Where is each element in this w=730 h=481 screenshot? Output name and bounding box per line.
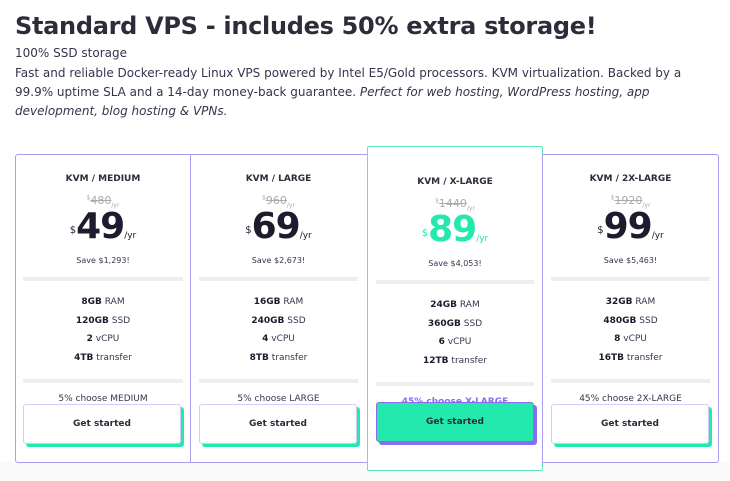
divider xyxy=(551,379,710,384)
plan-specs: 8GB RAM 120GB SSD 2 vCPU 4TB transfer xyxy=(74,297,132,363)
popularity-text: 5% choose LARGE xyxy=(237,394,320,405)
plan-name: KVM / MEDIUM xyxy=(65,174,141,184)
price: $99/yr xyxy=(597,206,664,248)
plan-name: KVM / X-LARGE xyxy=(417,177,493,187)
old-price: $480/yr xyxy=(86,194,120,210)
get-started-button[interactable]: Get started xyxy=(376,402,534,442)
plan-specs: 16GB RAM 240GB SSD 4 vCPU 8TB transfer xyxy=(249,297,308,363)
description: Fast and reliable Docker-ready Linux VPS… xyxy=(15,66,682,118)
divider xyxy=(199,379,358,384)
old-price: $1920/yr xyxy=(610,194,651,210)
divider xyxy=(199,277,358,282)
divider xyxy=(23,379,183,384)
old-price: $960/yr xyxy=(262,194,295,210)
plan-card: KVM / MEDIUM $480/yr $49/yr Save $1,293!… xyxy=(15,154,191,463)
plan-card: KVM / X-LARGE $1440/yr $89/yr Save $4,05… xyxy=(367,146,543,471)
divider xyxy=(376,382,534,387)
subtitle: 100% SSD storage xyxy=(15,46,127,60)
page-title: Standard VPS - includes 50% extra storag… xyxy=(15,12,597,40)
price: $69/yr xyxy=(245,206,312,248)
get-started-button[interactable]: Get started xyxy=(551,404,709,444)
popularity-text: 5% choose MEDIUM xyxy=(58,394,148,405)
old-price: $1440/yr xyxy=(435,197,475,213)
savings: Save $4,053! xyxy=(428,259,482,269)
savings: Save $2,673! xyxy=(251,256,306,266)
plan-card: KVM / LARGE $960/yr $69/yr Save $2,673! … xyxy=(190,154,366,463)
savings: Save $1,293! xyxy=(76,256,130,266)
page-footer-bg xyxy=(0,462,730,481)
get-started-button[interactable]: Get started xyxy=(199,404,357,444)
price: $89/yr xyxy=(421,209,489,251)
get-started-button[interactable]: Get started xyxy=(23,404,181,444)
plan-name: KVM / LARGE xyxy=(245,174,312,184)
divider xyxy=(551,277,710,282)
savings: Save $5,463! xyxy=(603,256,658,266)
plan-specs: 24GB RAM 360GB SSD 6 vCPU 12TB transfer xyxy=(423,300,487,366)
popularity-text: 45% choose 2X-LARGE xyxy=(579,394,682,405)
divider xyxy=(23,277,183,282)
divider xyxy=(376,280,534,285)
plan-card: KVM / 2X-LARGE $1920/yr $99/yr Save $5,4… xyxy=(542,154,718,463)
price: $49/yr xyxy=(69,206,137,248)
plan-name: KVM / 2X-LARGE xyxy=(589,174,672,184)
plan-specs: 32GB RAM 480GB SSD 8 vCPU 16TB transfer xyxy=(598,297,663,363)
